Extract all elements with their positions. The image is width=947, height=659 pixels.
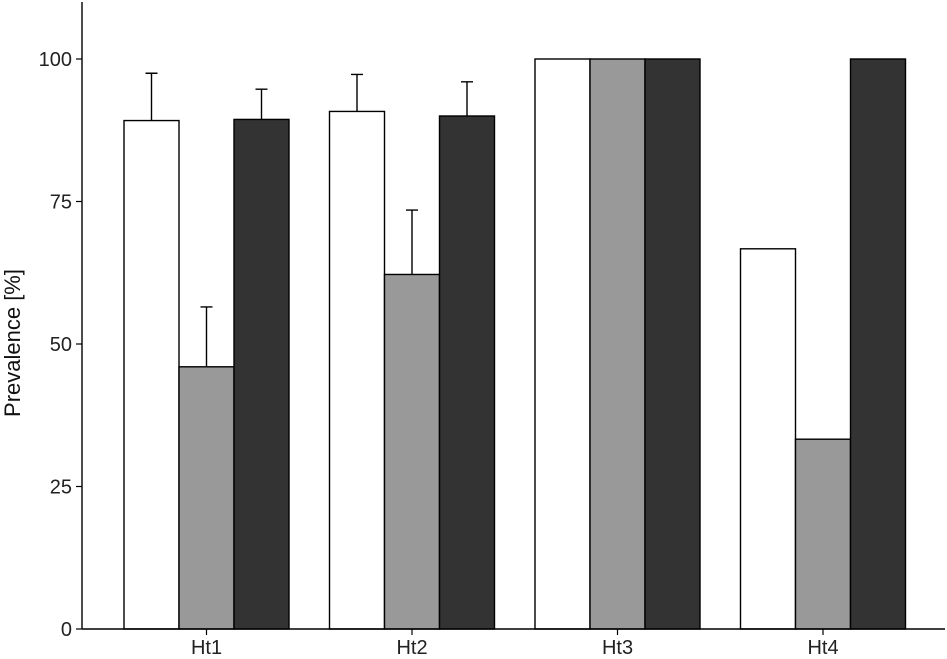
error-bar-ht1-series-1 [145,72,158,121]
bar-ht1-series-3 [233,118,290,630]
error-bar-ht1-series-3 [255,88,268,120]
bar-ht1-series-2 [178,366,235,630]
bar-ht4-series-3 [849,58,907,630]
y-ticks: 0 25 50 75 100 [39,49,82,641]
axes-layer [81,2,945,630]
x-tick-label-ht2: Ht2 [396,637,427,659]
bar-ht4-series-2 [794,438,852,630]
error-bar-ht2-series-1 [351,73,363,112]
x-tick-label-ht4: Ht4 [807,637,838,659]
error-bar-ht2-series-3 [461,81,473,116]
bar-ht4-series-1 [739,248,797,630]
x-ticks: Ht1 Ht2 Ht3 Ht4 [191,629,839,659]
y-axis-title: Prevalence [%] [0,269,25,417]
bar-ht3-series-1 [534,58,591,630]
error-bar-ht1-series-2 [200,306,213,367]
x-tick-label-ht1: Ht1 [191,637,222,659]
error-bars-layer [145,72,473,367]
bar-ht1-series-1 [123,119,180,630]
y-tick-label-50: 50 [50,334,72,356]
bars-layer [123,58,907,630]
y-tick-label-25: 25 [50,477,72,499]
y-tick-label-75: 75 [50,192,72,214]
y-tick-label-0: 0 [61,619,72,641]
bar-ht2-series-2 [383,273,441,630]
error-bar-ht2-series-2 [406,209,418,275]
bar-ht2-series-3 [438,115,496,630]
bar-ht3-series-3 [644,58,701,630]
y-tick-label-100: 100 [39,49,72,71]
bar-ht3-series-2 [589,58,646,630]
x-tick-label-ht3: Ht3 [602,637,633,659]
bar-ht2-series-1 [328,110,386,630]
